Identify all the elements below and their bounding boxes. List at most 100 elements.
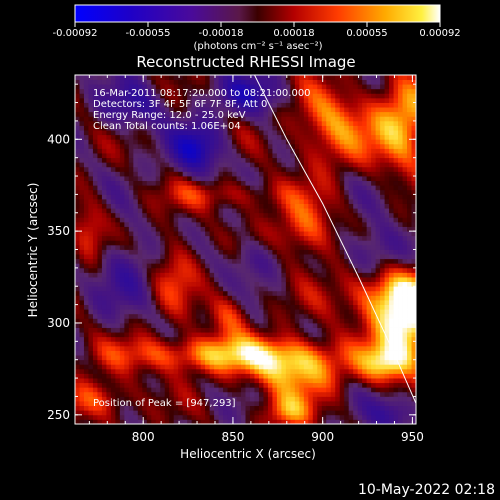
heatmap-cell (326, 148, 332, 154)
heatmap-cell (294, 185, 300, 191)
heatmap-cell (330, 143, 336, 149)
heatmap-cell (205, 180, 211, 186)
heatmap-cell (241, 198, 246, 204)
heatmap-cell (294, 116, 300, 122)
heatmap-cell (92, 116, 98, 122)
heatmap-cell (326, 125, 332, 131)
heatmap-cell (214, 378, 219, 384)
heatmap-cell (254, 267, 260, 273)
heatmap-cell (263, 244, 269, 250)
heatmap-cell (223, 254, 228, 260)
heatmap-cell (196, 88, 202, 94)
heatmap-cell (241, 387, 246, 393)
heatmap-cell (187, 189, 193, 195)
heatmap-cell (200, 350, 206, 356)
heatmap-cell (353, 130, 359, 136)
heatmap-cell (362, 79, 368, 85)
heatmap-cell (106, 410, 112, 416)
heatmap-cell (294, 162, 300, 168)
heatmap-cell (169, 410, 175, 416)
heatmap-cell (263, 189, 269, 195)
heatmap-cell (321, 359, 327, 365)
heatmap-cell (232, 148, 237, 154)
heatmap-cell (75, 345, 80, 351)
heatmap-cell (321, 79, 327, 85)
heatmap-cell (124, 304, 130, 310)
heatmap-cell (232, 378, 237, 384)
heatmap-cell (160, 300, 166, 305)
heatmap-cell (330, 84, 336, 90)
heatmap-cell (187, 134, 193, 140)
heatmap-cell (299, 139, 305, 145)
heatmap-cell (75, 304, 80, 310)
heatmap-cell (294, 125, 300, 131)
heatmap-cell (200, 75, 206, 80)
heatmap-cell (92, 304, 98, 310)
heatmap-cell (249, 120, 255, 126)
heatmap-cell (308, 345, 314, 351)
heatmap-cell (119, 263, 125, 269)
heatmap-cell (160, 231, 166, 237)
heatmap-cell (276, 130, 282, 136)
heatmap-cell (285, 189, 291, 195)
heatmap-cell (106, 203, 112, 209)
heatmap-cell (285, 313, 291, 319)
heatmap-cell (290, 327, 296, 333)
heatmap-cell (308, 364, 314, 370)
heatmap-cell (155, 272, 161, 278)
heatmap-cell (267, 84, 273, 90)
heatmap-cell (75, 79, 80, 85)
heatmap-cell (267, 391, 273, 397)
heatmap-cell (106, 336, 112, 342)
heatmap-cell (294, 318, 300, 324)
heatmap-cell (169, 134, 175, 140)
heatmap-cell (110, 272, 116, 278)
heatmap-cell (312, 410, 318, 416)
heatmap-cell (236, 79, 242, 85)
heatmap-cell (182, 134, 188, 140)
heatmap-cell (285, 157, 291, 163)
heatmap-cell (79, 116, 85, 122)
heatmap-cell (290, 341, 296, 347)
heatmap-cell (169, 217, 175, 223)
heatmap-cell (276, 258, 282, 264)
heatmap-cell (209, 341, 215, 347)
heatmap-cell (88, 235, 94, 241)
heatmap-cell (200, 336, 206, 342)
heatmap-cell (146, 134, 152, 140)
heatmap-cell (272, 300, 278, 305)
heatmap-cell (326, 143, 332, 149)
heatmap-cell (209, 231, 215, 237)
heatmap-cell (79, 327, 85, 333)
heatmap-cell (249, 143, 255, 149)
heatmap-cell (128, 75, 134, 80)
heatmap-cell (205, 350, 211, 356)
heatmap-cell (106, 304, 112, 310)
heatmap-cell (110, 258, 116, 264)
heatmap-cell (164, 130, 170, 136)
heatmap-cell (196, 327, 202, 333)
heatmap-cell (357, 396, 363, 402)
heatmap-cell (344, 345, 350, 351)
heatmap-cell (124, 368, 130, 374)
heatmap-cell (245, 350, 251, 356)
heatmap-cell (119, 254, 125, 260)
heatmap-cell (191, 79, 197, 85)
heatmap-cell (146, 295, 152, 301)
heatmap-cell (335, 162, 341, 168)
heatmap-cell (79, 180, 85, 186)
heatmap-cell (281, 244, 287, 250)
heatmap-cell (330, 125, 336, 131)
heatmap-cell (362, 107, 368, 113)
heatmap-cell (241, 203, 246, 209)
heatmap-cell (218, 185, 224, 191)
heatmap-cell (236, 93, 242, 99)
heatmap-cell (88, 93, 94, 99)
heatmap-cell (97, 79, 103, 85)
heatmap-cell (160, 387, 166, 393)
heatmap-cell (294, 327, 300, 333)
heatmap-cell (339, 258, 345, 264)
heatmap-cell (362, 180, 368, 186)
heatmap-cell (209, 300, 215, 305)
heatmap-cell (218, 405, 224, 411)
